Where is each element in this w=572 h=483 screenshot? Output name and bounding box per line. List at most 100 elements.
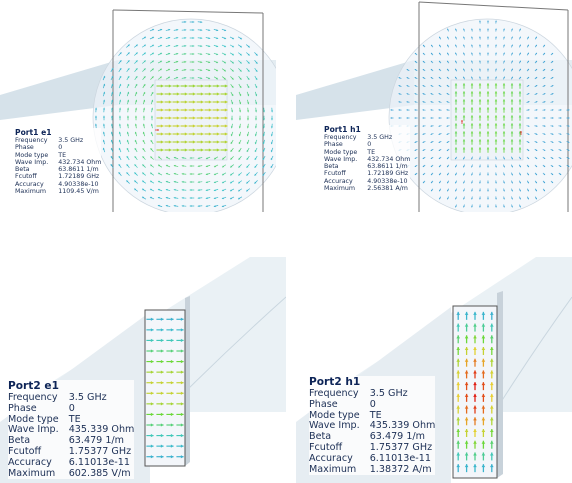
field-arrow-head	[184, 100, 188, 104]
port-face	[144, 309, 186, 467]
field-arrow-head	[495, 173, 497, 176]
field-arrow-head	[406, 93, 409, 95]
field-arrow-head	[462, 99, 466, 102]
field-arrow-head	[150, 359, 154, 364]
field-arrow-head	[119, 60, 122, 63]
field-arrow-head	[527, 85, 530, 87]
info-table: Frequency 3.5 GHz Phase 0 Mode type TE Wave…	[15, 137, 101, 195]
field-arrow-head	[406, 101, 409, 103]
field-arrow-head	[487, 182, 489, 184]
field-arrow-head	[511, 157, 513, 160]
field-arrow-head	[150, 370, 154, 374]
field-arrow-head	[197, 205, 200, 208]
field-arrow-head	[142, 148, 145, 151]
info-value: 602.385 V/m	[68, 467, 131, 479]
field-arrow-head	[214, 157, 217, 160]
field-arrow-head	[192, 60, 195, 64]
field-arrow-head	[184, 44, 187, 47]
field-arrow-head	[455, 44, 457, 47]
field-arrow-head	[200, 140, 204, 144]
field-arrow-head	[224, 29, 227, 32]
field-arrow-head	[422, 149, 425, 151]
field-arrow-head	[447, 68, 449, 71]
field-arrow-head	[230, 189, 233, 192]
field-arrow-head	[560, 109, 562, 111]
field-arrow-head	[246, 165, 249, 168]
field-arrow-head	[151, 84, 154, 87]
field-arrow-head	[535, 149, 538, 151]
field-arrow-head	[168, 148, 172, 152]
field-arrow-head	[456, 323, 461, 327]
info-row: Fcutoff 1.75377 GHz	[8, 446, 134, 458]
field-arrow-head	[456, 347, 461, 351]
field-arrow-head	[102, 115, 106, 118]
field-arrow-head	[119, 107, 122, 110]
field-arrow-head	[151, 107, 154, 110]
field-arrow-head	[543, 69, 546, 71]
field-arrow-head	[503, 76, 505, 79]
field-arrow-head	[473, 347, 477, 351]
field-arrow-head	[567, 165, 570, 167]
field-arrow-head	[143, 60, 146, 63]
field-arrow-head	[430, 157, 433, 159]
field-arrow-head	[165, 180, 168, 183]
field-arrow-head	[422, 52, 425, 55]
field-arrow-head	[168, 124, 172, 128]
field-arrow-head	[184, 20, 187, 23]
field-arrow-head	[134, 131, 137, 134]
field-arrow-head	[489, 358, 494, 362]
field-arrow-head	[463, 52, 465, 55]
field-arrow-head	[422, 157, 425, 159]
field-arrow-head	[503, 52, 505, 55]
port1-e1-plot[interactable]	[0, 0, 276, 212]
field-arrow-head	[181, 204, 184, 207]
field-arrow-head	[142, 131, 145, 134]
field-arrow-head	[502, 83, 506, 86]
field-arrow-head	[446, 117, 448, 119]
field-arrow-head	[422, 61, 425, 63]
field-arrow-head	[455, 60, 457, 63]
field-arrow-head	[535, 36, 537, 39]
field-arrow-head	[535, 109, 538, 111]
info-label: Beta	[309, 431, 332, 443]
field-arrow-head	[473, 335, 477, 339]
field-arrow-head	[224, 37, 227, 40]
field-arrow-head	[192, 140, 196, 144]
field-arrow-head	[150, 402, 154, 406]
field-arrow-head	[464, 405, 469, 409]
field-arrow-head	[208, 77, 211, 80]
field-arrow-head	[430, 69, 433, 71]
field-arrow-head	[255, 86, 258, 89]
port1-h1-plot[interactable]	[296, 0, 572, 212]
field-arrow-head	[470, 147, 474, 150]
field-arrow-head	[142, 140, 145, 143]
info-label: Beta	[15, 166, 30, 174]
field-arrow-head	[528, 117, 530, 119]
field-arrow-head	[446, 93, 449, 95]
field-arrow-head	[184, 52, 187, 55]
field-arrow-head	[422, 93, 425, 95]
field-arrow-head	[489, 464, 494, 468]
field-arrow-head	[111, 107, 114, 110]
info-label: Wave Imp.	[8, 424, 59, 436]
field-arrow-head	[165, 188, 168, 191]
field-arrow-head	[519, 36, 521, 39]
field-arrows	[390, 20, 570, 208]
info-row: Maximum 2.56381 A/m	[324, 185, 410, 192]
field-arrow-head	[430, 109, 433, 111]
field-arrow-head	[150, 391, 154, 395]
field-arrow-head	[422, 173, 425, 176]
info-label: Maximum	[8, 467, 56, 479]
field-arrow-head	[464, 335, 469, 339]
field-arrow-head	[511, 28, 513, 31]
field-arrow-head	[239, 37, 242, 40]
field-arrow-head	[456, 429, 461, 433]
field-arrow-head	[446, 133, 449, 135]
field-arrow-head	[192, 108, 196, 112]
field-arrow-head	[489, 405, 494, 409]
field-arrow-head	[487, 20, 489, 22]
field-arrow-head	[216, 140, 220, 144]
field-arrow-head	[168, 132, 172, 136]
info-value: 2.56381 A/m	[367, 185, 408, 193]
field-arrow-head	[160, 36, 163, 39]
